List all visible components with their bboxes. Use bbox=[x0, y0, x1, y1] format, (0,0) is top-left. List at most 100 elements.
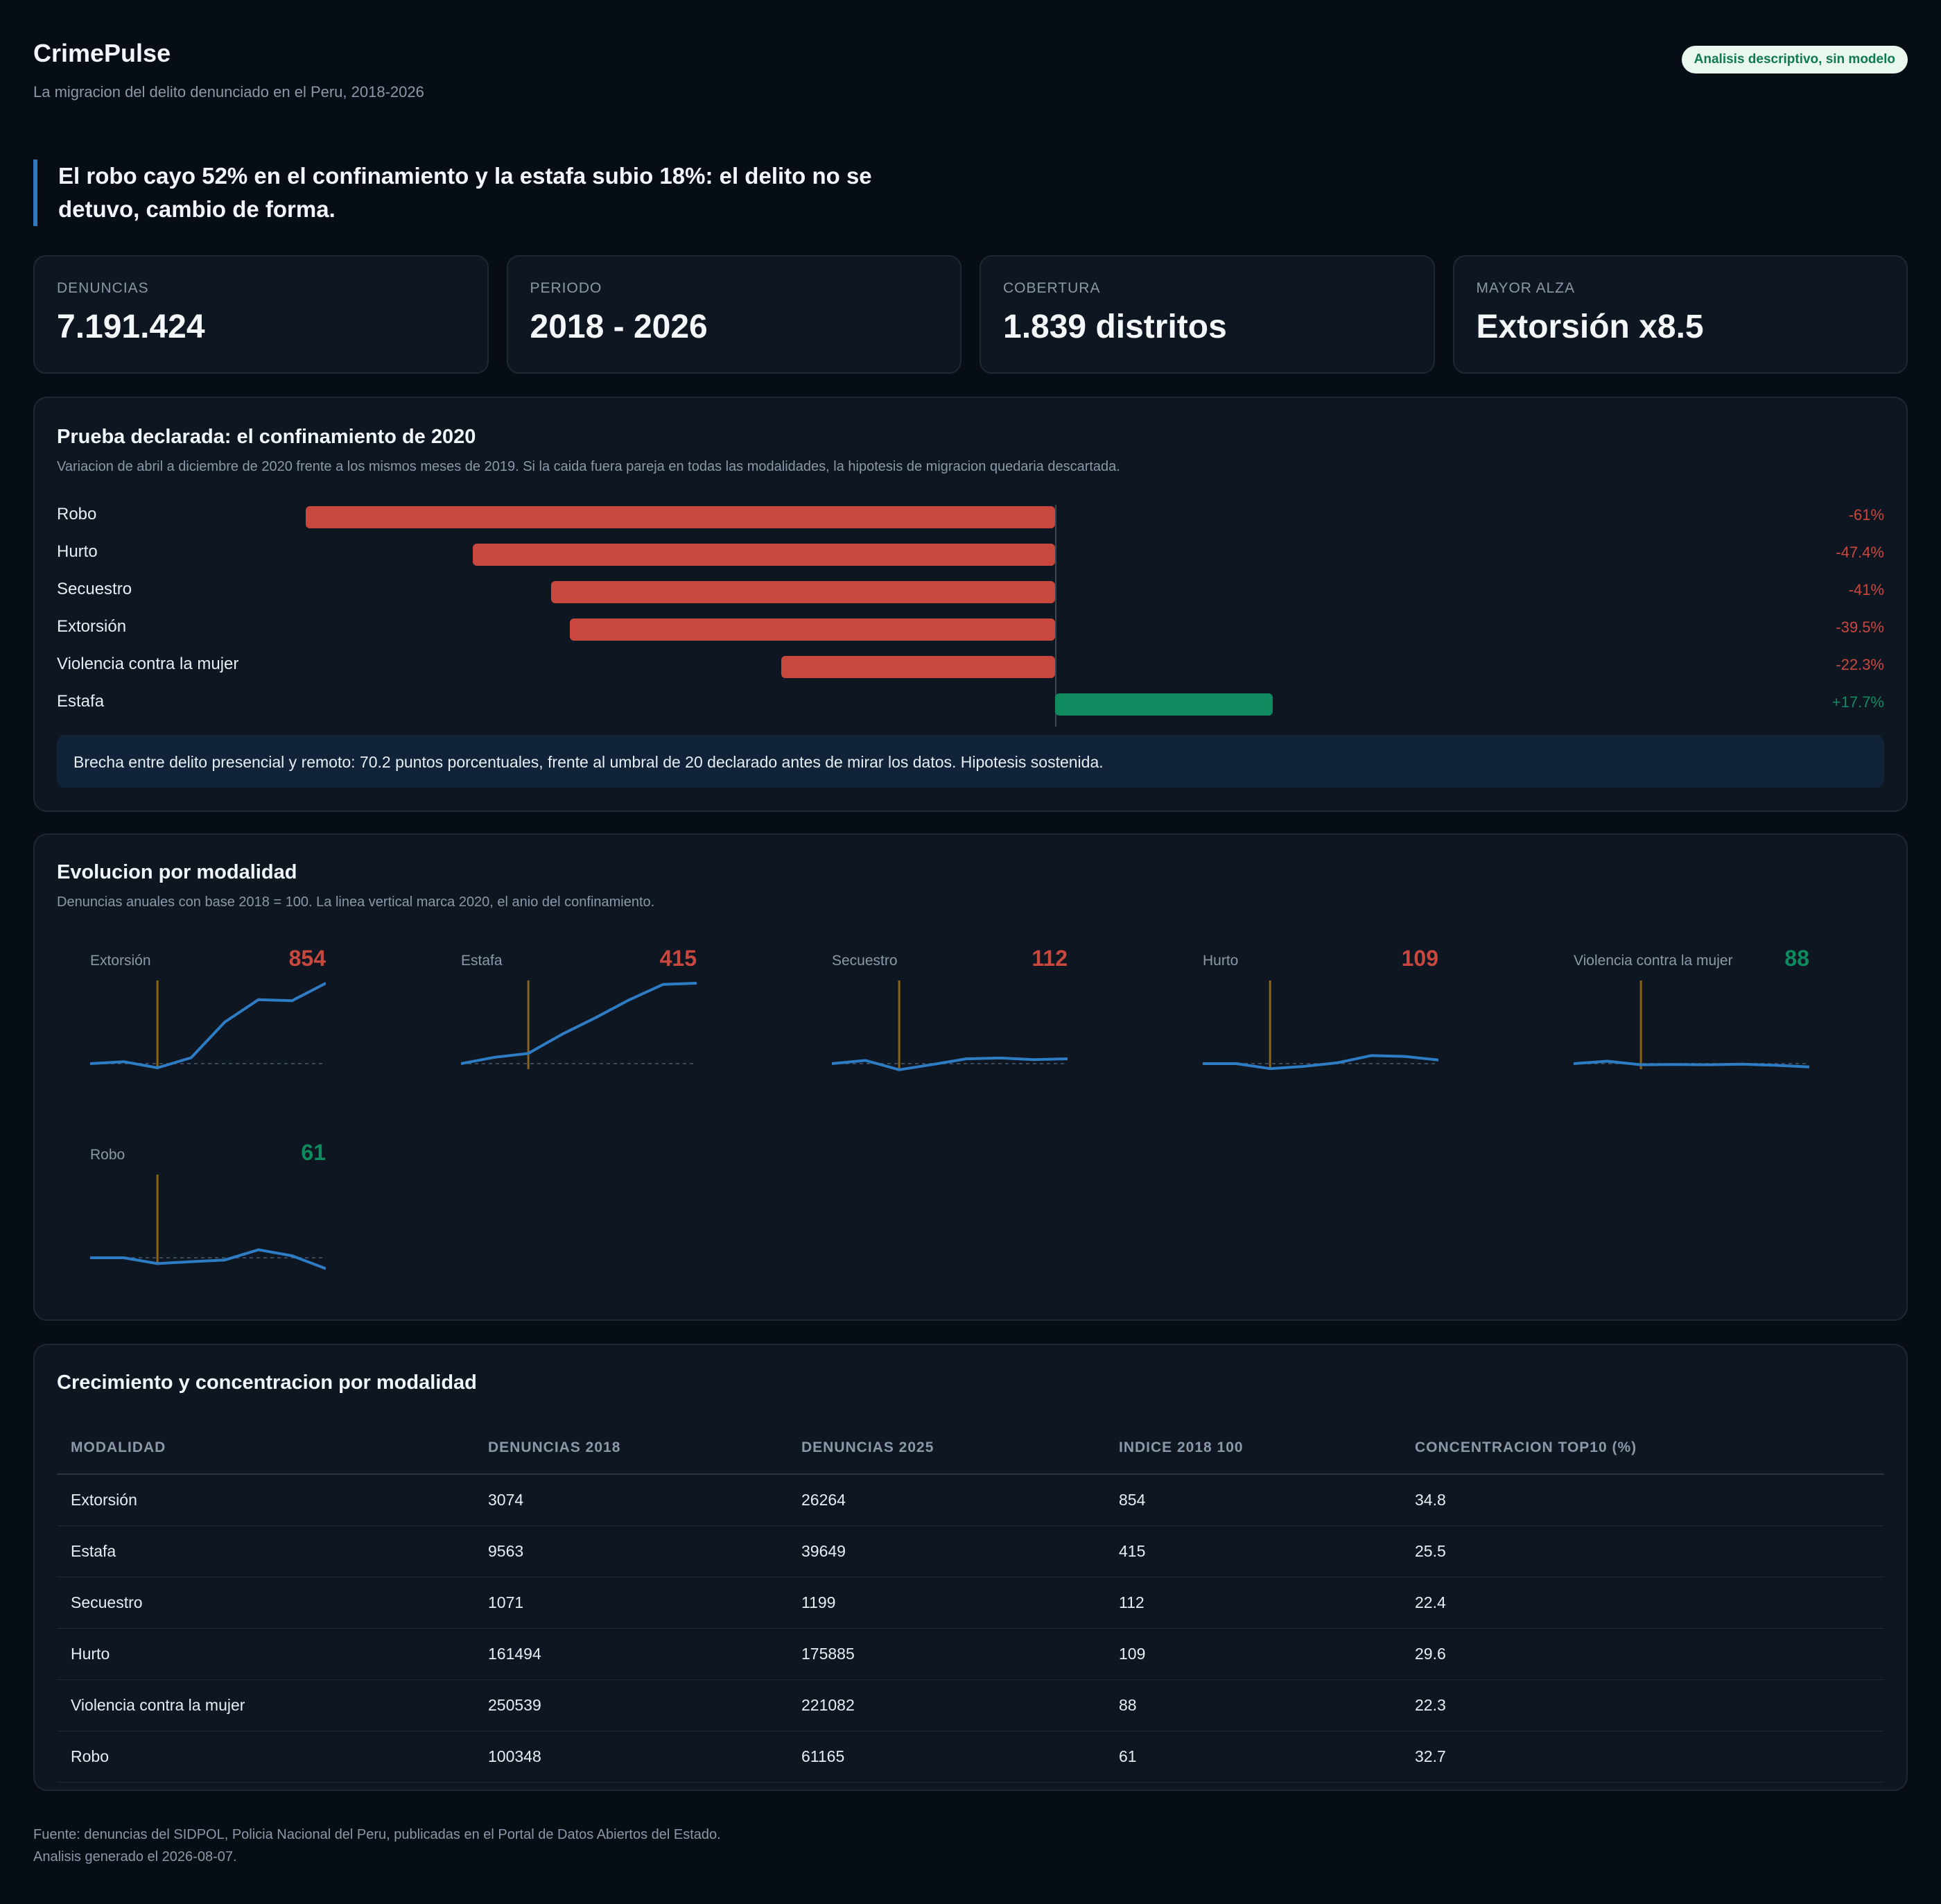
table-row: Violencia contra la mujer 250539 221082 88 2… bbox=[57, 1679, 1884, 1731]
page: CrimePulse La migracion del delito denun… bbox=[33, 0, 1908, 1864]
sparkline-svg bbox=[90, 1175, 326, 1270]
table-cell: 22.4 bbox=[1415, 1593, 1446, 1611]
bar-value-label: +17.7% bbox=[1831, 693, 1884, 711]
table-cell: 26264 bbox=[801, 1490, 846, 1509]
table-cell: Robo bbox=[71, 1747, 109, 1765]
sparkline-svg bbox=[832, 980, 1068, 1071]
panel-title: Prueba declarada: el confinamiento de 20… bbox=[57, 426, 476, 448]
bar-value-label: -61% bbox=[1848, 506, 1884, 523]
app-title: CrimePulse bbox=[33, 39, 171, 67]
bar-value-label: -22.3% bbox=[1836, 656, 1884, 673]
table-cell: 109 bbox=[1119, 1644, 1146, 1663]
sparkline-card: Hurto 109 bbox=[1203, 939, 1438, 1091]
sparkline-card: Violencia contra la mujer 88 bbox=[1574, 939, 1809, 1091]
kpi-value: 7.191.424 bbox=[57, 309, 205, 345]
table-cell: Secuestro bbox=[71, 1593, 143, 1611]
sparkline-series-name: Violencia contra la mujer bbox=[1574, 953, 1733, 969]
sparkline-series-name: Extorsión bbox=[90, 953, 151, 969]
bar bbox=[570, 618, 1055, 641]
kpi-row: DENUNCIAS 7.191.424 PERIODO 2018 - 2026 … bbox=[33, 255, 1908, 374]
sparkline-series-name: Robo bbox=[90, 1147, 125, 1163]
table-row: Estafa 9563 39649 415 25.5 bbox=[57, 1525, 1884, 1577]
modality-table: MODALIDAD DENUNCIAS 2018 DENUNCIAS 2025 … bbox=[57, 1421, 1884, 1783]
kpi-card-denuncias: DENUNCIAS 7.191.424 bbox=[33, 255, 489, 374]
sparkline-series-line bbox=[461, 982, 697, 1065]
sparkline-latest-value: 112 bbox=[1032, 946, 1068, 971]
bar-row: Estafa +17.7% bbox=[57, 682, 1884, 720]
sparkline-series-line bbox=[832, 1056, 1068, 1071]
footer-source: Fuente: denuncias del SIDPOL, Policia Na… bbox=[33, 1827, 721, 1864]
sparkline-series-line bbox=[90, 1248, 326, 1270]
table-cell: Estafa bbox=[71, 1541, 116, 1560]
column-header: CONCENTRACION TOP10 (%) bbox=[1415, 1439, 1637, 1455]
table-cell: 25.5 bbox=[1415, 1541, 1446, 1560]
panel-description: Variacion de abril a diciembre de 2020 f… bbox=[57, 459, 1120, 474]
table-cell: 88 bbox=[1119, 1695, 1137, 1714]
column-header: DENUNCIAS 2025 bbox=[801, 1439, 934, 1455]
sparkline-svg bbox=[1574, 980, 1809, 1069]
kpi-label: MAYOR ALZA bbox=[1476, 280, 1576, 296]
table-body: Extorsión 3074 26264 854 34.8 Estafa 9563 39649… bbox=[57, 1474, 1884, 1782]
bar-category-label: Robo bbox=[57, 505, 97, 523]
sparkline-card: Secuestro 112 bbox=[832, 939, 1068, 1091]
bar-row: Hurto -47.4% bbox=[57, 533, 1884, 570]
sparkline-latest-value: 109 bbox=[1401, 946, 1438, 971]
table-cell: 61 bbox=[1119, 1747, 1137, 1765]
bar bbox=[781, 656, 1055, 678]
table-cell: 250539 bbox=[488, 1695, 541, 1714]
lockdown-panel: Prueba declarada: el confinamiento de 20… bbox=[33, 397, 1908, 812]
bar-category-label: Violencia contra la mujer bbox=[57, 655, 239, 673]
table-cell: 22.3 bbox=[1415, 1695, 1446, 1714]
table-cell: 415 bbox=[1119, 1541, 1146, 1560]
bar-row: Extorsión -39.5% bbox=[57, 607, 1884, 645]
sparkline-series-name: Hurto bbox=[1203, 953, 1239, 969]
bar-category-label: Extorsión bbox=[57, 617, 127, 636]
headline: El robo cayo 52% en el confinamiento y l… bbox=[33, 159, 934, 226]
table-panel: Crecimiento y concentracion por modalida… bbox=[33, 1344, 1908, 1791]
bar-category-label: Estafa bbox=[57, 692, 105, 711]
bar-value-label: -39.5% bbox=[1836, 618, 1884, 636]
evolution-panel: Evolucion por modalidad Denuncias anuale… bbox=[33, 833, 1908, 1321]
bar bbox=[551, 581, 1055, 603]
bar bbox=[1055, 693, 1273, 716]
sparkline-svg bbox=[90, 980, 326, 1069]
panel-description: Denuncias anuales con base 2018 = 100. L… bbox=[57, 894, 655, 910]
table-cell: 3074 bbox=[488, 1490, 524, 1509]
table-cell: 1071 bbox=[488, 1593, 524, 1611]
kpi-label: PERIODO bbox=[530, 280, 602, 296]
table-cell: 1199 bbox=[801, 1593, 836, 1611]
zero-axis-line bbox=[1055, 505, 1056, 727]
bar-category-label: Secuestro bbox=[57, 580, 132, 598]
bar bbox=[306, 506, 1055, 528]
table-cell: 100348 bbox=[488, 1747, 541, 1765]
kpi-card-periodo: PERIODO 2018 - 2026 bbox=[506, 255, 961, 374]
table-cell: 221082 bbox=[801, 1695, 855, 1714]
bar-row: Secuestro -41% bbox=[57, 570, 1884, 607]
sparkline-series-line bbox=[1574, 1059, 1809, 1068]
sparkline-series-name: Estafa bbox=[461, 953, 503, 969]
kpi-card-cobertura: COBERTURA 1.839 distritos bbox=[980, 255, 1435, 374]
sparkline-card: Extorsión 854 bbox=[90, 939, 326, 1091]
table-cell: 854 bbox=[1119, 1490, 1146, 1509]
bar-row: Robo -61% bbox=[57, 495, 1884, 533]
table-cell: 112 bbox=[1119, 1593, 1144, 1611]
sparkline-latest-value: 88 bbox=[1784, 946, 1809, 971]
sparkline-card: Robo 61 bbox=[90, 1133, 326, 1286]
table-cell: 61165 bbox=[801, 1747, 845, 1765]
table-cell: 9563 bbox=[488, 1541, 524, 1560]
table-cell: 34.8 bbox=[1415, 1490, 1446, 1509]
bar-value-label: -47.4% bbox=[1836, 544, 1884, 561]
hypothesis-note: Brecha entre delito presencial y remoto:… bbox=[57, 735, 1884, 788]
sparkline-latest-value: 854 bbox=[288, 946, 326, 971]
app-subtitle: La migracion del delito denunciado en el… bbox=[33, 83, 424, 101]
table-row: Robo 100348 61165 61 32.7 bbox=[57, 1731, 1884, 1782]
table-cell: 161494 bbox=[488, 1644, 541, 1663]
sparkline-series-line bbox=[1203, 1054, 1438, 1071]
kpi-label: DENUNCIAS bbox=[57, 280, 149, 296]
table-cell: 32.7 bbox=[1415, 1747, 1446, 1765]
kpi-label: COBERTURA bbox=[1003, 280, 1101, 296]
sparkline-latest-value: 415 bbox=[659, 946, 697, 971]
table-row: Secuestro 1071 1199 112 22.4 bbox=[57, 1577, 1884, 1628]
panel-title: Crecimiento y concentracion por modalida… bbox=[57, 1371, 477, 1394]
column-header: INDICE 2018 100 bbox=[1119, 1439, 1244, 1455]
